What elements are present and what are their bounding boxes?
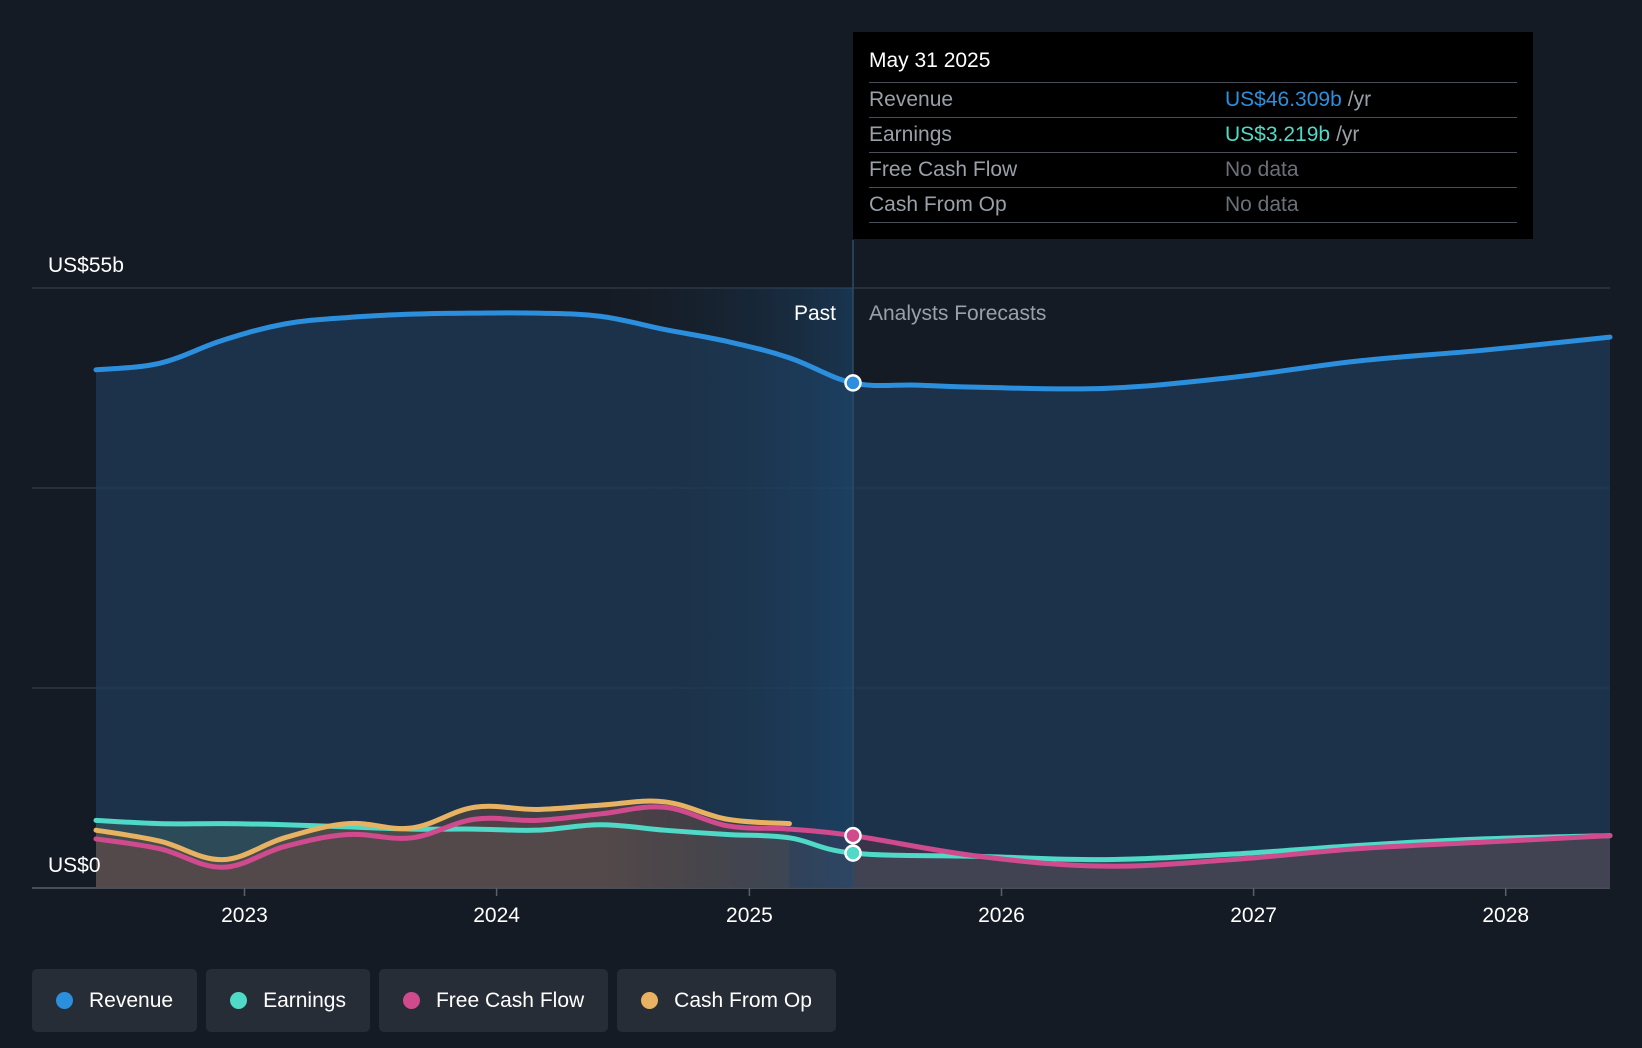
tooltip-row-free-cash-flow: Free Cash Flow No data (869, 152, 1517, 187)
x-tick-label: 2024 (473, 904, 520, 927)
legend-dot-icon (402, 992, 420, 1009)
x-axis-ticks: 2023 2024 2025 2026 2027 2028 (221, 888, 1529, 927)
legend-item-free-cash-flow[interactable]: Free Cash Flow (378, 969, 609, 1032)
legend-label: Cash From Op (674, 988, 812, 1012)
x-tick-label: 2027 (1230, 904, 1277, 927)
chart-svg: 2023 2024 2025 2026 2027 2028 US$55b US$0 Pas… (32, 240, 1613, 927)
legend-dot-icon (230, 992, 248, 1009)
x-tick-label: 2028 (1482, 904, 1529, 927)
free-cash-flow-line (93, 804, 1613, 870)
revenue-line (93, 310, 1613, 392)
tooltip-name: Cash From Op (869, 193, 1007, 216)
hover-markers (844, 374, 862, 862)
tooltip-row-revenue: Revenue US$46.309b /yr (869, 82, 1517, 117)
legend-dot-icon (641, 992, 659, 1009)
past-label: Past (794, 302, 836, 325)
tooltip-row-cash-from-op: Cash From Op No data (869, 187, 1517, 223)
x-tick-label: 2023 (221, 904, 268, 927)
legend-item-earnings[interactable]: Earnings (206, 969, 370, 1032)
free-cash-flow-marker (844, 826, 862, 845)
earnings-line (93, 817, 1613, 863)
legend-label: Revenue (89, 988, 174, 1012)
tooltip: May 31 2025 Revenue US$46.309b /yr Earni… (853, 32, 1533, 239)
tooltip-name: Revenue (869, 88, 954, 111)
y-axis-top-label: US$55b (48, 254, 124, 277)
legend-label: Free Cash Flow (435, 988, 585, 1012)
x-tick-label: 2025 (726, 904, 773, 927)
tooltip-value: No data (1225, 158, 1299, 181)
tooltip-name: Earnings (869, 123, 952, 146)
earnings-marker (844, 844, 862, 862)
forecast-label: Analysts Forecasts (869, 302, 1046, 325)
tooltip-date: May 31 2025 (869, 49, 991, 72)
tooltip-unit: /yr (1336, 123, 1360, 146)
tooltip-name: Free Cash Flow (869, 158, 1018, 181)
series-lines (93, 310, 1613, 870)
legend: Revenue Earnings Free Cash Flow Cash Fro… (32, 969, 836, 1032)
tooltip-value: US$46.309b (1225, 88, 1342, 111)
past-highlight-band (600, 288, 853, 888)
legend-label: Earnings (263, 988, 346, 1012)
cash-from-op-line (93, 798, 792, 863)
tooltip-value: US$3.219b (1225, 123, 1331, 146)
tooltip-value: No data (1225, 193, 1299, 216)
legend-item-cash-from-op[interactable]: Cash From Op (617, 969, 836, 1032)
legend-dot-icon (56, 992, 73, 1009)
tooltip-row-earnings: Earnings US$3.219b /yr (869, 117, 1517, 152)
legend-item-revenue[interactable]: Revenue (32, 969, 198, 1032)
tooltip-unit: /yr (1347, 88, 1372, 111)
x-tick-label: 2026 (978, 904, 1025, 927)
y-axis-bottom-label: US$0 (48, 854, 101, 877)
revenue-marker (844, 374, 862, 392)
